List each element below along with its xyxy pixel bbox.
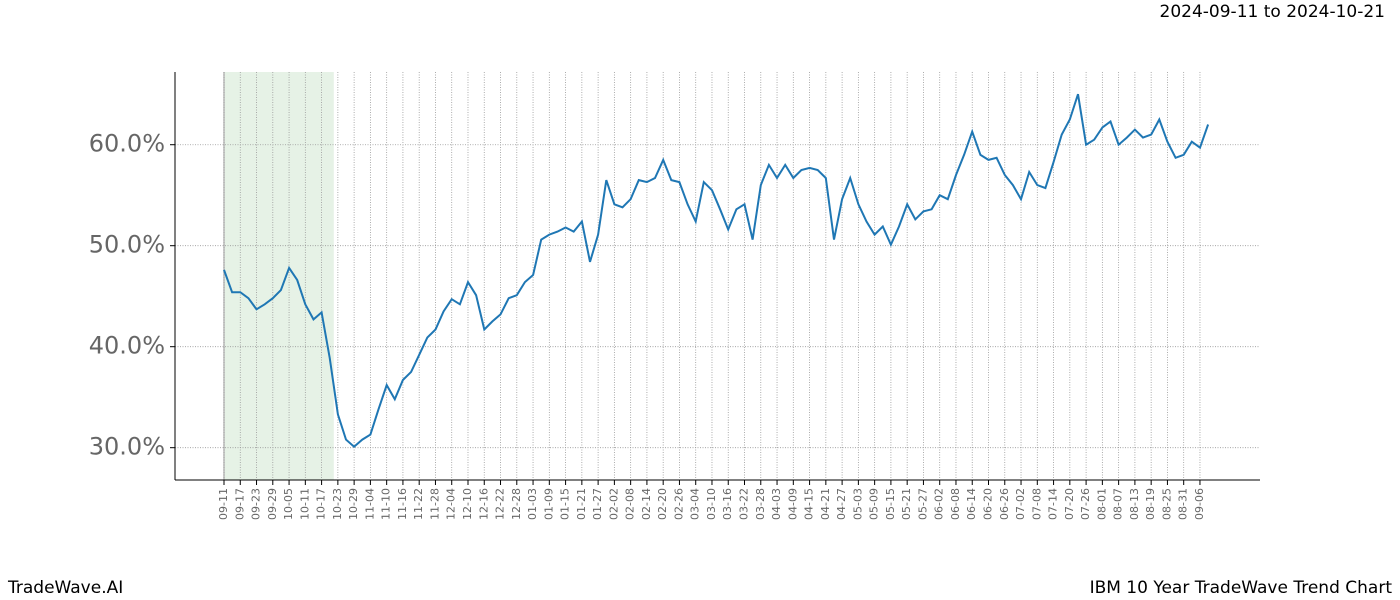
x-tick-label: 08-01 — [1095, 488, 1108, 520]
x-tick-label: 07-02 — [1014, 488, 1027, 520]
y-tick-label: 60.0% — [89, 130, 165, 158]
x-tick-label: 11-22 — [412, 488, 425, 520]
x-tick-label: 09-11 — [217, 488, 230, 520]
y-tick-label: 30.0% — [89, 433, 165, 461]
x-tick-label: 06-20 — [982, 488, 995, 520]
x-tick-label: 09-17 — [233, 488, 246, 520]
x-tick-label: 11-28 — [428, 488, 441, 520]
x-tick-label: 05-03 — [851, 488, 864, 520]
x-tick-label: 05-27 — [916, 488, 929, 520]
x-tick-label: 04-15 — [803, 488, 816, 520]
x-tick-label: 10-29 — [347, 488, 360, 520]
x-tick-label: 12-04 — [445, 488, 458, 520]
x-tick-label: 10-23 — [331, 488, 344, 520]
x-tick-label: 01-09 — [542, 488, 555, 520]
x-tick-label: 12-16 — [477, 488, 490, 520]
x-tick-label: 02-02 — [607, 488, 620, 520]
x-tick-label: 02-08 — [624, 488, 637, 520]
x-tick-label: 07-14 — [1047, 488, 1060, 520]
x-tick-label: 03-28 — [754, 488, 767, 520]
footer-left: TradeWave.AI — [7, 578, 123, 598]
x-tick-label: 02-14 — [640, 488, 653, 520]
x-tick-label: 03-22 — [738, 488, 751, 520]
x-tick-label: 07-08 — [1030, 488, 1043, 520]
x-tick-label: 11-10 — [380, 488, 393, 520]
x-tick-label: 05-09 — [868, 488, 881, 520]
x-tick-label: 05-21 — [900, 488, 913, 520]
footer-right: IBM 10 Year TradeWave Trend Chart — [1090, 578, 1393, 598]
x-tick-label: 01-03 — [526, 488, 539, 520]
x-tick-label: 01-27 — [591, 488, 604, 520]
x-tick-label: 01-15 — [559, 488, 572, 520]
chart-title: 2024-09-11 to 2024-10-21 — [1160, 2, 1385, 22]
data-line — [223, 93, 1210, 449]
x-tick-label: 03-16 — [721, 488, 734, 520]
x-tick-label: 07-26 — [1079, 488, 1092, 520]
x-tick-label: 04-21 — [819, 488, 832, 520]
x-tick-label: 04-27 — [835, 488, 848, 520]
x-tick-label: 10-11 — [298, 488, 311, 520]
x-tick-label: 03-10 — [705, 488, 718, 520]
y-tick-label: 50.0% — [89, 231, 165, 259]
x-tick-label: 08-19 — [1144, 488, 1157, 520]
x-tick-label: 06-14 — [965, 488, 978, 520]
highlight-band — [224, 72, 334, 480]
x-tick-label: 12-10 — [461, 488, 474, 520]
x-tick-label: 03-04 — [689, 488, 702, 520]
x-tick-label: 02-26 — [672, 488, 685, 520]
x-tick-label: 07-20 — [1063, 488, 1076, 520]
y-tick-label: 40.0% — [89, 332, 165, 360]
x-tick-label: 06-08 — [949, 488, 962, 520]
x-tick-label: 08-25 — [1160, 488, 1173, 520]
x-tick-label: 12-28 — [510, 488, 523, 520]
x-tick-label: 01-21 — [575, 488, 588, 520]
x-tick-label: 09-06 — [1193, 488, 1206, 520]
x-tick-label: 10-17 — [315, 488, 328, 520]
x-tick-label: 08-31 — [1177, 488, 1190, 520]
x-tick-label: 08-07 — [1112, 488, 1125, 520]
x-tick-label: 06-02 — [933, 488, 946, 520]
x-tick-label: 04-09 — [786, 488, 799, 520]
x-tick-label: 11-16 — [396, 488, 409, 520]
x-tick-label: 10-05 — [282, 488, 295, 520]
x-tick-label: 06-26 — [998, 488, 1011, 520]
x-tick-label: 09-29 — [266, 488, 279, 520]
x-tick-label: 12-22 — [494, 488, 507, 520]
x-tick-label: 02-20 — [656, 488, 669, 520]
x-tick-label: 04-03 — [770, 488, 783, 520]
x-tick-label: 11-04 — [363, 488, 376, 520]
x-tick-label: 05-15 — [884, 488, 897, 520]
x-tick-label: 08-13 — [1128, 488, 1141, 520]
x-tick-label: 09-23 — [250, 488, 263, 520]
